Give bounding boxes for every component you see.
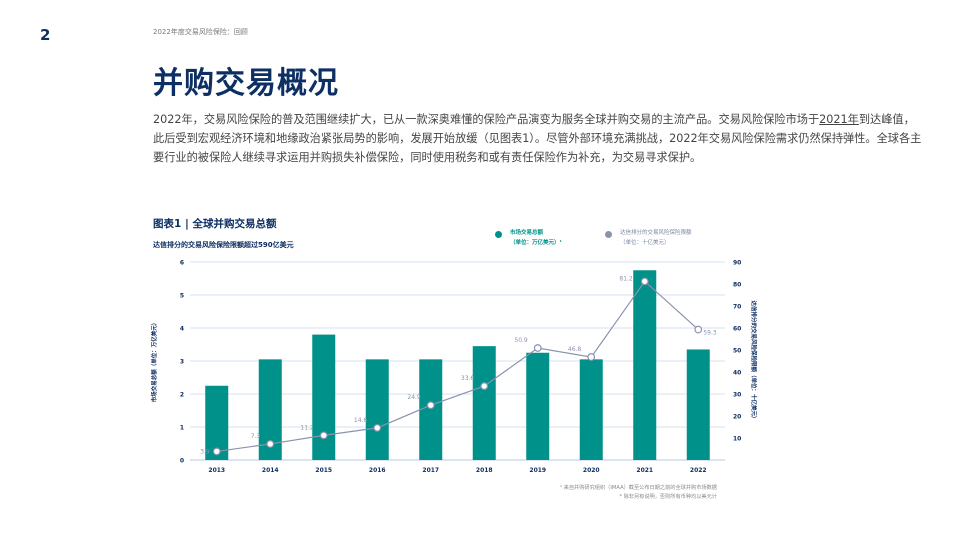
legend-label-line1: 市场交易总额 [510,230,544,236]
page-number: 2 [40,26,51,44]
line-series-insurance-limit [216,280,699,453]
legend-label-line2: （单位：十亿美元） [620,240,670,246]
line-point-2013 [212,447,221,456]
y-right-tick-label: 60 [733,326,741,333]
data-label: 3.9 [200,448,210,455]
chart-title: 图表1 | 全球并购交易总额 [153,218,277,230]
bar-2021 [633,270,657,460]
bar-2015 [312,334,336,460]
data-label: 14.6 [354,417,368,424]
bar-2018 [472,346,496,460]
legend-label: 达信排分的交易风险保险限额 （单位：十亿美元） [620,228,692,248]
line-point-2019 [533,344,542,352]
footnote-source: ¹ 来自并购研究组织（IMAA）截至公布日期之前的全球并购市场数据 [559,485,717,491]
y-left-tick-label: 1 [180,425,184,432]
x-tick-label: 2018 [476,467,493,474]
bar-2022 [686,349,710,460]
intro-link-2021[interactable]: 2021年 [819,113,859,126]
legend-label: 市场交易总额 （单位：万亿美元）¹ [510,228,562,248]
legend-label-line2: （单位：万亿美元）¹ [510,240,562,246]
y-left-tick-label: 0 [180,458,184,465]
y-right-axis-title: 达信排分的交易风险保险限额（单位：十亿美元） [750,300,758,421]
y-right-tick-label: 10 [733,436,741,443]
y-right-tick-label: 30 [733,392,741,399]
data-label: 50.9 [514,337,528,344]
line-point-2018 [480,382,489,390]
line-point-2016 [373,423,382,432]
x-tick-label: 2013 [208,467,225,474]
legend-label-line1: 达信排分的交易风险保险限额 [620,230,692,236]
intro-paragraph: 2022年，交易风险保险的普及范围继续扩大，已从一款深奥难懂的保险产品演变为服务… [153,110,923,167]
line-point-2020 [587,353,596,361]
data-label: 7.3 [251,433,261,440]
y-right-tick-label: 20 [733,414,741,421]
data-label: 59.3 [703,330,717,337]
x-tick-label: 2019 [529,467,546,474]
y-right-tick-label: 70 [733,304,741,311]
y-left-tick-label: 5 [180,293,184,300]
bar-2017 [419,359,443,460]
x-tick-label: 2020 [583,467,600,474]
y-left-tick-label: 4 [180,326,184,333]
intro-text-before: 2022年，交易风险保险的普及范围继续扩大，已从一款深奥难懂的保险产品演变为服务… [153,113,820,126]
chart-subtitle: 达信排分的交易风险保险限额超过590亿美元 [153,241,294,249]
data-label: 11.2 [300,424,314,431]
line-point-2017 [426,401,435,410]
bar-2014 [258,359,282,460]
y-right-tick-label: 90 [733,260,741,267]
x-tick-label: 2016 [369,467,386,474]
y-right-tick-label: 50 [733,348,741,355]
bar-2013 [205,385,229,460]
y-left-axis-title: 市场交易总额（单位：万亿美元） [150,320,158,403]
y-right-tick-label: 80 [733,282,741,289]
combo-chart: 0 1 2 3 4 5 6 10 20 30 40 50 60 70 80 90 市场交易总额（单位：万亿美元）… [150,260,758,475]
running-header: 2022年度交易风险保险：回顾 [153,28,248,36]
data-label: 81.2 [619,275,633,282]
x-tick-label: 2017 [422,467,439,474]
legend-swatch-teal [495,231,502,238]
bar-2020 [579,359,603,460]
data-label: 24.9 [407,394,421,401]
bar-2016 [365,359,389,460]
data-label: 46.8 [568,346,582,353]
x-tick-label: 2021 [636,467,653,474]
legend-item-market-total: 市场交易总额 （单位：万亿美元）¹ [495,228,562,248]
legend-swatch-gray [605,231,612,238]
x-tick-label: 2014 [262,467,279,474]
line-point-2015 [319,431,328,440]
data-label: 33.6 [461,375,475,382]
bar-2019 [526,352,550,460]
y-left-tick-label: 6 [180,260,184,267]
y-left-tick-label: 3 [180,359,184,366]
intro-text-after: 到达峰值，此后受到宏观经济环境和地缘政治紧张局势的影响，发展开始放缓（见图表1）… [153,113,922,164]
legend-item-insurance-limit: 达信排分的交易风险保险限额 （单位：十亿美元） [605,228,692,248]
y-right-tick-label: 40 [733,370,741,377]
line-point-2022 [694,325,703,334]
line-point-2021 [640,277,649,286]
y-left-tick-label: 2 [180,392,184,399]
x-tick-label: 2015 [315,467,332,474]
page-title: 并购交易概况 [153,66,339,101]
line-point-2014 [266,440,275,448]
footnote-currency: * 除非另有说明，否则所有币种均以美元计 [619,494,717,500]
x-tick-label: 2022 [690,467,707,474]
